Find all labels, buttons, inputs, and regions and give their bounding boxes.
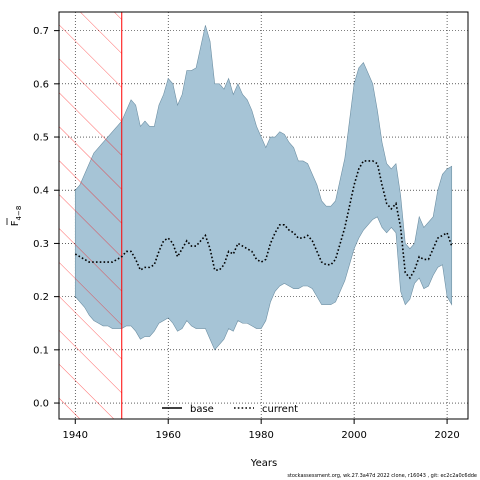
y-axis-label: F4−8 <box>6 206 23 227</box>
y-tick-label-0.2: 0.2 <box>33 292 49 303</box>
shaded-period-hatch <box>59 12 122 419</box>
y-axis-label-sub: 4−8 <box>15 206 23 221</box>
y-axis: 0.0 0.1 0.2 0.3 0.4 0.5 0.6 0.7 <box>33 26 59 410</box>
legend-label-base: base <box>190 404 214 415</box>
y-tick-label-0.7: 0.7 <box>33 26 49 37</box>
x-tick-label-2020: 2020 <box>434 430 459 441</box>
y-tick-label-0.1: 0.1 <box>33 345 49 356</box>
confidence-band-layer <box>74 25 453 351</box>
y-tick-label-0.3: 0.3 <box>33 239 49 250</box>
confidence-band <box>74 25 453 351</box>
x-tick-label-1960: 1960 <box>155 430 180 441</box>
legend-label-current: current <box>262 404 298 415</box>
y-tick-label-0.5: 0.5 <box>33 133 49 144</box>
x-tick-label-1940: 1940 <box>63 430 88 441</box>
y-axis-label-main: F <box>10 220 21 226</box>
footer-note: stockassessment.org, wk.27.3a47d 2022 cl… <box>287 473 477 479</box>
x-axis: 1940 1960 1980 2000 2020 <box>63 419 460 441</box>
series-layer <box>74 160 453 280</box>
x-tick-label-1980: 1980 <box>248 430 273 441</box>
svg-text:F4−8: F4−8 <box>10 206 23 227</box>
legend: base current <box>162 404 298 415</box>
x-tick-label-2000: 2000 <box>341 430 366 441</box>
y-tick-label-0: 0.0 <box>33 399 49 410</box>
series-line-current <box>74 160 453 280</box>
x-axis-label: Years <box>250 458 277 469</box>
plot-frame <box>58 11 469 420</box>
y-tick-label-0.6: 0.6 <box>33 79 49 90</box>
shaded-period-layer <box>59 12 123 419</box>
y-tick-label-0.4: 0.4 <box>33 186 49 197</box>
